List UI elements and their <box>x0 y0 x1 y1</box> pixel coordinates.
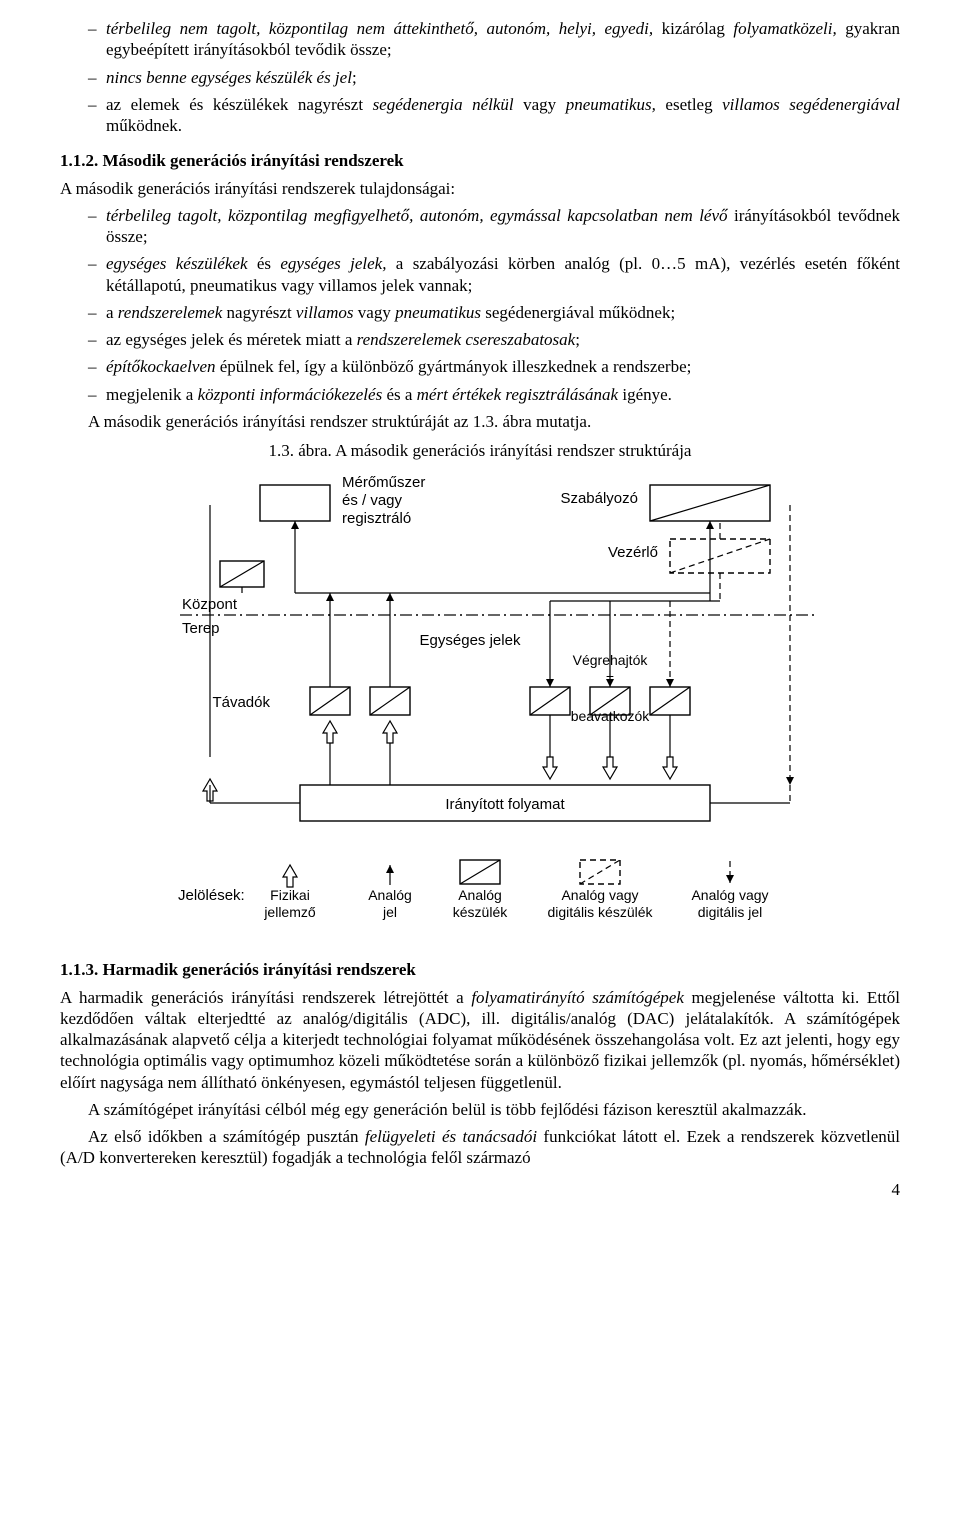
svg-text:Analóg vagy: Analóg vagy <box>691 887 768 903</box>
svg-text:Vezérlő: Vezérlő <box>608 544 658 561</box>
svg-text:Szabályozó: Szabályozó <box>560 490 638 507</box>
svg-text:digitális jel: digitális jel <box>698 904 763 920</box>
paragraph: Az első időkben a számítógép pusztán fel… <box>60 1126 900 1169</box>
svg-text:digitális készülék: digitális készülék <box>547 904 653 920</box>
svg-text:Jelölések:: Jelölések: <box>178 887 245 904</box>
bullet-item: –a rendszerelemek nagyrészt villamos vag… <box>60 302 900 323</box>
paragraph: A második generációs irányítási rendszer… <box>60 411 900 432</box>
paragraph: A harmadik generációs irányítási rendsze… <box>60 987 900 1093</box>
lead-text: A második generációs irányítási rendszer… <box>60 178 900 199</box>
bullet-item: –térbelileg nem tagolt, központilag nem … <box>60 18 900 61</box>
heading-1-1-2: 1.1.2. Második generációs irányítási ren… <box>60 150 900 171</box>
structure-diagram: Mérőműszerés / vagyregisztráló Szabályozó… <box>110 465 850 945</box>
svg-text:Mérőműszer: Mérőműszer <box>342 474 425 491</box>
svg-text:és / vagy: és / vagy <box>342 492 403 509</box>
heading-1-1-3: 1.1.3. Harmadik generációs irányítási re… <box>60 959 900 980</box>
svg-text:jellemző: jellemző <box>263 904 316 920</box>
svg-text:Terep: Terep <box>182 620 220 637</box>
figure-caption: 1.3. ábra. A második generációs irányítá… <box>60 440 900 461</box>
svg-text:Egységes jelek: Egységes jelek <box>420 632 521 649</box>
bullet-item: –nincs benne egységes készülék és jel; <box>60 67 900 88</box>
bullet-item: –az egységes jelek és méretek miatt a re… <box>60 329 900 350</box>
svg-text:készülék: készülék <box>453 904 508 920</box>
svg-text:Fizikai: Fizikai <box>270 887 310 903</box>
bullet-item: –az elemek és készülékek nagyrészt segéd… <box>60 94 900 137</box>
svg-text:Távadók: Távadók <box>212 694 270 711</box>
svg-text:Analóg: Analóg <box>458 887 502 903</box>
svg-text:Irányított folyamat: Irányított folyamat <box>445 796 565 813</box>
bullet-item: –megjelenik a központi információkezelés… <box>60 384 900 405</box>
page-number: 4 <box>60 1179 900 1200</box>
svg-text:jel: jel <box>382 904 397 920</box>
bullet-item: –építőkockaelven épülnek fel, így a külö… <box>60 356 900 377</box>
svg-text:Analóg: Analóg <box>368 887 412 903</box>
svg-text:regisztráló: regisztráló <box>342 510 411 527</box>
svg-text:Analóg vagy: Analóg vagy <box>561 887 638 903</box>
bullet-item: –térbelileg tagolt, központilag megfigye… <box>60 205 900 248</box>
paragraph: A számítógépet irányítási célból még egy… <box>60 1099 900 1120</box>
bullet-item: –egységes készülékek és egységes jelek, … <box>60 253 900 296</box>
